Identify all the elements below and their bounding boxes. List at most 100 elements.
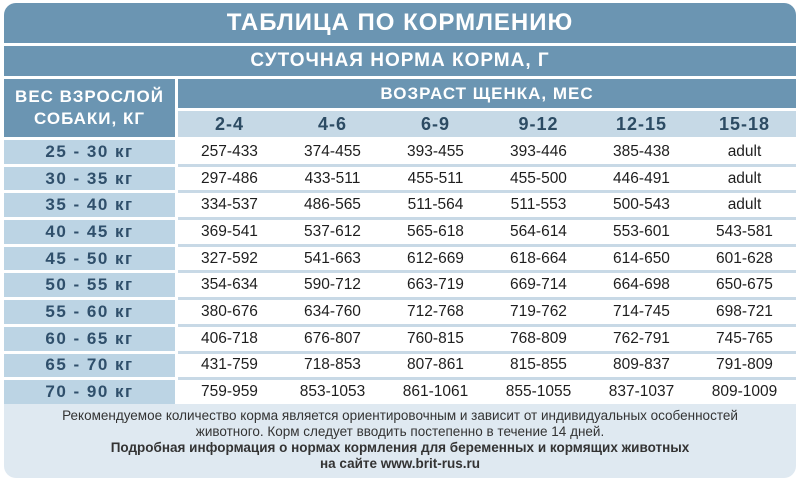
footer-info-line2: на сайте www.brit-rus.ru bbox=[319, 455, 481, 471]
feed-amount-cell: 590-712 bbox=[281, 273, 384, 301]
weight-cell: 65 - 70 кг bbox=[4, 353, 178, 381]
feed-amount-cell: 511-564 bbox=[384, 193, 487, 221]
feed-amount-cell: 712-768 bbox=[384, 300, 487, 327]
feeding-table: ВЕС ВЗРОСЛОЙ СОБАКИ, КГ ВОЗРАСТ ЩЕНКА, М… bbox=[4, 79, 796, 404]
footer-info-line1: Подробная информация о нормах кормления … bbox=[110, 439, 690, 455]
feed-amount-cell: 650-675 bbox=[693, 273, 796, 301]
age-column-header: 6-9 bbox=[384, 111, 487, 140]
feed-amount-cell: 612-669 bbox=[384, 246, 487, 274]
table-row: 55 - 60 кг 380-676 634-760 712-768 719-762 71… bbox=[4, 300, 796, 327]
age-column-header: 9-12 bbox=[487, 111, 590, 140]
feed-amount-cell: 446-491 bbox=[590, 166, 693, 194]
feed-amount-cell: 853-1053 bbox=[281, 380, 384, 404]
feed-amount-cell: 791-809 bbox=[693, 353, 796, 381]
feed-amount-cell: 815-855 bbox=[487, 353, 590, 381]
weight-cell: 70 - 90 кг bbox=[4, 380, 178, 404]
weight-header-line2: СОБАКИ, КГ bbox=[34, 109, 145, 128]
feed-amount-cell: 385-438 bbox=[590, 140, 693, 167]
feed-amount-cell: 565-618 bbox=[384, 220, 487, 247]
feed-amount-cell: 718-853 bbox=[281, 353, 384, 381]
feed-amount-cell: 433-511 bbox=[281, 166, 384, 194]
feed-amount-cell: 564-614 bbox=[487, 220, 590, 247]
feed-amount-cell: 760-815 bbox=[384, 326, 487, 354]
feed-amount-cell: 537-612 bbox=[281, 220, 384, 247]
feed-amount-cell: 809-837 bbox=[590, 353, 693, 381]
feed-amount-cell: 759-959 bbox=[178, 380, 281, 404]
feed-amount-cell: 676-807 bbox=[281, 326, 384, 354]
feed-amount-cell: 837-1037 bbox=[590, 380, 693, 404]
feed-amount-cell: 393-446 bbox=[487, 140, 590, 167]
feed-amount-cell: 327-592 bbox=[178, 246, 281, 274]
feeding-table-card: ТАБЛИЦА ПО КОРМЛЕНИЮ СУТОЧНАЯ НОРМА КОРМ… bbox=[4, 3, 796, 478]
page-title: ТАБЛИЦА ПО КОРМЛЕНИЮ bbox=[4, 3, 796, 46]
feed-amount-cell: 431-759 bbox=[178, 353, 281, 381]
table-row: 65 - 70 кг 431-759 718-853 807-861 815-855 80… bbox=[4, 353, 796, 381]
table-row: 35 - 40 кг 334-537 486-565 511-564 511-553 50… bbox=[4, 193, 796, 221]
feed-amount-cell: 297-486 bbox=[178, 166, 281, 194]
feed-amount-cell: 634-760 bbox=[281, 300, 384, 327]
feed-amount-cell: 745-765 bbox=[693, 326, 796, 354]
feed-amount-cell: 486-565 bbox=[281, 193, 384, 221]
table-row: 40 - 45 кг 369-541 537-612 565-618 564-614 55… bbox=[4, 220, 796, 247]
feed-amount-cell: 393-455 bbox=[384, 140, 487, 167]
feed-amount-cell: 719-762 bbox=[487, 300, 590, 327]
feed-amount-cell: adult bbox=[693, 166, 796, 194]
feed-amount-cell: 374-455 bbox=[281, 140, 384, 167]
footer-note-line1: Рекомендуемое количество корма является … bbox=[62, 407, 738, 423]
feed-amount-cell: 511-553 bbox=[487, 193, 590, 221]
feed-amount-cell: 698-721 bbox=[693, 300, 796, 327]
age-columns-row: 2-4 4-6 6-9 9-12 12-15 15-18 bbox=[4, 111, 796, 140]
age-column-header: 2-4 bbox=[178, 111, 281, 140]
feed-amount-cell: 809-1009 bbox=[693, 380, 796, 404]
feed-amount-cell: 543-581 bbox=[693, 220, 796, 247]
table-row: 50 - 55 кг 354-634 590-712 663-719 669-714 66… bbox=[4, 273, 796, 301]
feed-amount-cell: 714-745 bbox=[590, 300, 693, 327]
feed-amount-cell: 354-634 bbox=[178, 273, 281, 301]
feed-amount-cell: 855-1055 bbox=[487, 380, 590, 404]
age-column-header: 12-15 bbox=[590, 111, 693, 140]
feed-amount-cell: 455-500 bbox=[487, 166, 590, 194]
weight-header-line1: ВЕС ВЗРОСЛОЙ bbox=[15, 87, 164, 106]
feed-amount-cell: 500-543 bbox=[590, 193, 693, 221]
table-row: 25 - 30 кг 257-433 374-455 393-455 393-446 38… bbox=[4, 140, 796, 167]
feed-amount-cell: 663-719 bbox=[384, 273, 487, 301]
table-row: 60 - 65 кг 406-718 676-807 760-815 768-809 76… bbox=[4, 326, 796, 354]
feed-amount-cell: 807-861 bbox=[384, 353, 487, 381]
feed-amount-cell: 618-664 bbox=[487, 246, 590, 274]
feed-amount-cell: adult bbox=[693, 193, 796, 221]
footer-notes: Рекомендуемое количество корма является … bbox=[4, 404, 796, 472]
feed-amount-cell: 406-718 bbox=[178, 326, 281, 354]
table-row: 30 - 35 кг 297-486 433-511 455-511 455-500 44… bbox=[4, 166, 796, 194]
age-group-header: ВОЗРАСТ ЩЕНКА, МЕС bbox=[178, 79, 796, 111]
weight-cell: 35 - 40 кг bbox=[4, 193, 178, 221]
table-body: 25 - 30 кг 257-433 374-455 393-455 393-446 38… bbox=[4, 140, 796, 404]
feed-amount-cell: 257-433 bbox=[178, 140, 281, 167]
weight-cell: 60 - 65 кг bbox=[4, 326, 178, 354]
age-column-header: 4-6 bbox=[281, 111, 384, 140]
weight-cell: 45 - 50 кг bbox=[4, 246, 178, 274]
table-subtitle: СУТОЧНАЯ НОРМА КОРМА, Г bbox=[4, 46, 796, 79]
feed-amount-cell: 614-650 bbox=[590, 246, 693, 274]
feed-amount-cell: adult bbox=[693, 140, 796, 167]
table-row: 70 - 90 кг 759-959 853-1053 861-1061 855-105… bbox=[4, 380, 796, 404]
feed-amount-cell: 541-663 bbox=[281, 246, 384, 274]
feed-amount-cell: 334-537 bbox=[178, 193, 281, 221]
feed-amount-cell: 380-676 bbox=[178, 300, 281, 327]
feed-amount-cell: 369-541 bbox=[178, 220, 281, 247]
weight-cell: 40 - 45 кг bbox=[4, 220, 178, 247]
feed-amount-cell: 669-714 bbox=[487, 273, 590, 301]
feed-amount-cell: 455-511 bbox=[384, 166, 487, 194]
weight-cell: 50 - 55 кг bbox=[4, 273, 178, 301]
weight-column-header: ВЕС ВЗРОСЛОЙ СОБАКИ, КГ bbox=[4, 79, 178, 140]
weight-cell: 55 - 60 кг bbox=[4, 300, 178, 327]
weight-cell: 30 - 35 кг bbox=[4, 166, 178, 194]
feed-amount-cell: 861-1061 bbox=[384, 380, 487, 404]
footer-note-line2: животного. Корм следует вводить постепен… bbox=[195, 423, 605, 439]
feed-amount-cell: 553-601 bbox=[590, 220, 693, 247]
table-row: 45 - 50 кг 327-592 541-663 612-669 618-664 61… bbox=[4, 246, 796, 274]
age-column-header: 15-18 bbox=[693, 111, 796, 140]
feed-amount-cell: 664-698 bbox=[590, 273, 693, 301]
feed-amount-cell: 762-791 bbox=[590, 326, 693, 354]
feed-amount-cell: 768-809 bbox=[487, 326, 590, 354]
feed-amount-cell: 601-628 bbox=[693, 246, 796, 274]
